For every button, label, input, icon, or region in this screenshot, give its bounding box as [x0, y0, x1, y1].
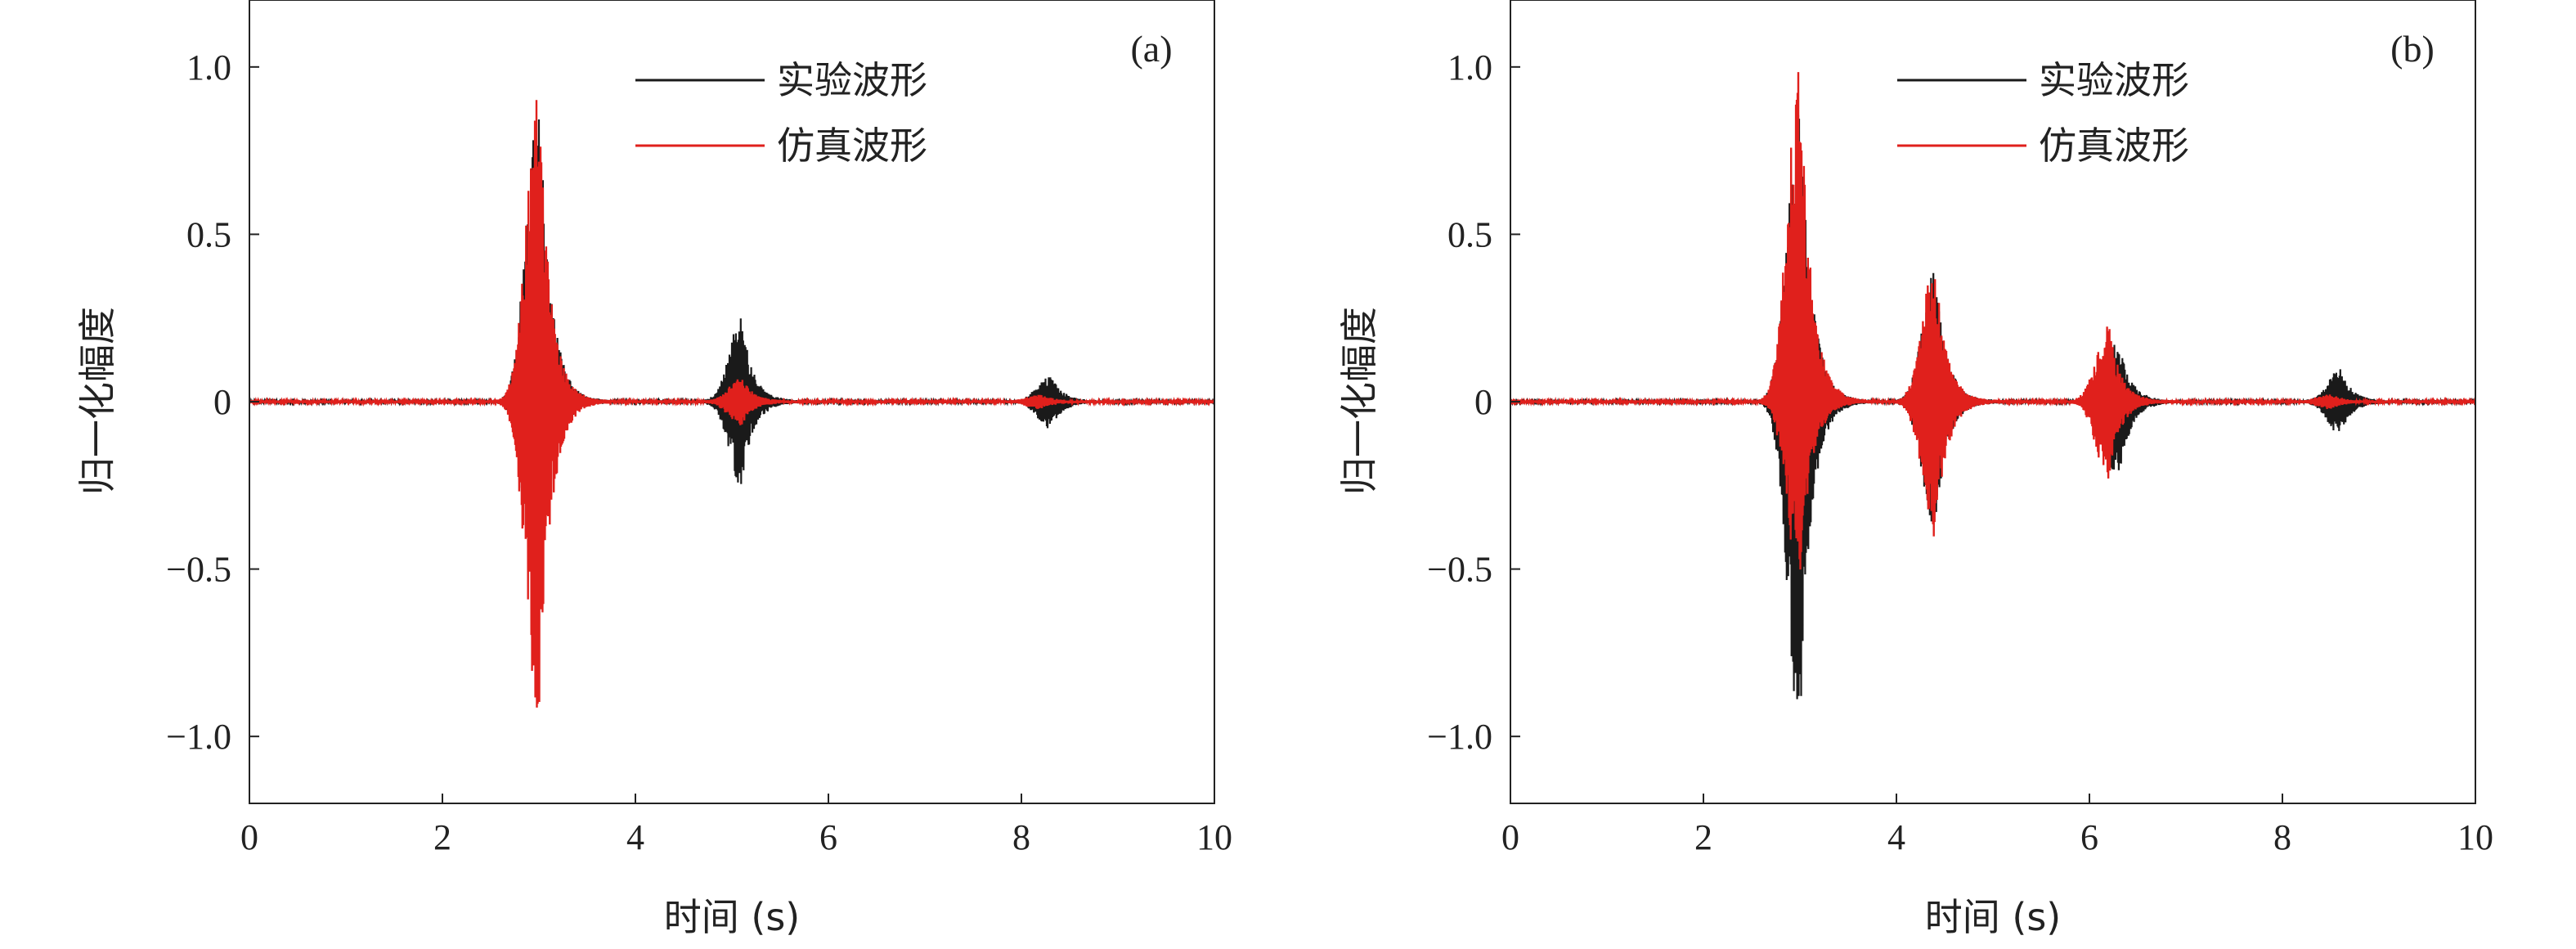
y-axis-title-b: 归一化幅度: [1337, 307, 1381, 495]
y-tick-label: 0: [1474, 382, 1492, 422]
y-tick-label: −0.5: [1427, 550, 1492, 590]
chart-panel-a: 0 2 4 6 8 101.00.50−0.5−1.0 (a) 时间 (s) 归一化幅度 …: [75, 0, 1232, 939]
y-tick-label: 0.5: [1447, 214, 1492, 254]
x-tick-label: 0: [1501, 817, 1519, 857]
plot-area-a: [249, 100, 1214, 708]
legend-b: 实验波形 仿真波形: [1897, 58, 2189, 168]
plot-area-b: [1510, 72, 2475, 699]
x-axis-title-a: 时间 (s): [664, 895, 800, 939]
x-tick-label: 8: [2273, 817, 2291, 857]
axis-ticks-a: 0 2 4 6 8 10 1.0 0.5 0 −0.5 −1.0: [166, 47, 1232, 857]
chart-panel-b: 0 2 4 6 8 101.00.50−0.5−1.0 (b) 时间 (s) 归一化幅度 …: [1337, 0, 2493, 939]
x-tick-label: 2: [433, 817, 451, 857]
x-tick-label: 8: [1012, 817, 1030, 857]
panel-label-a: (a): [1130, 28, 1172, 70]
panel-label-b: (b): [2390, 28, 2435, 70]
y-tick-label: −1.0: [166, 717, 231, 757]
x-tick-label: 0: [240, 817, 258, 857]
legend-label-experimental-b: 实验波形: [2039, 58, 2189, 102]
x-tick-label: 10: [1196, 817, 1232, 857]
y-tick-label: 0.5: [186, 214, 231, 254]
x-tick-label: 4: [1887, 817, 1905, 857]
series-line-simulated: [1510, 72, 2475, 570]
y-tick-label: 1.0: [186, 47, 231, 88]
x-tick-label: 10: [2457, 817, 2493, 857]
legend-label-experimental-a: 实验波形: [777, 58, 927, 102]
x-tick-label: 4: [626, 817, 644, 857]
x-tick-label: 6: [819, 817, 837, 857]
axis-ticks-b: 0 2 4 6 8 10 1.0 0.5 0 −0.5 −1.0: [1427, 47, 2493, 857]
y-axis-title-a: 归一化幅度: [75, 307, 119, 495]
x-tick-label: 6: [2080, 817, 2098, 857]
y-tick-label: 1.0: [1447, 47, 1492, 88]
y-tick-label: −0.5: [166, 550, 231, 590]
x-tick-label: 2: [1694, 817, 1712, 857]
series-line-experimental: [249, 119, 1214, 632]
legend-a: 实验波形 仿真波形: [635, 58, 927, 168]
y-tick-label: 0: [213, 382, 231, 422]
series-line-simulated: [249, 100, 1214, 708]
legend-label-simulated-b: 仿真波形: [2039, 124, 2189, 168]
y-tick-label: −1.0: [1427, 717, 1492, 757]
x-axis-title-b: 时间 (s): [1925, 895, 2061, 939]
legend-label-simulated-a: 仿真波形: [777, 124, 927, 168]
